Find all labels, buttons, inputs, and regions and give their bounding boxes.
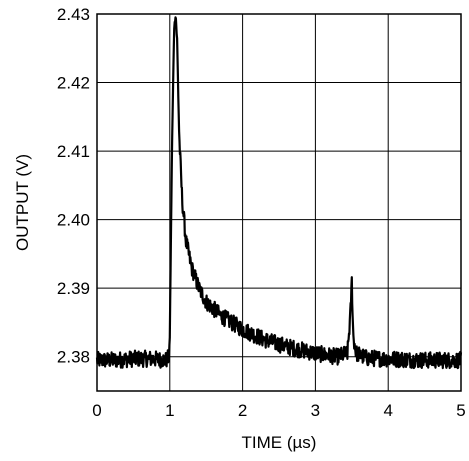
x-tick-label: 2 [238, 401, 247, 420]
output-trace-group [95, 16, 463, 370]
y-tick-label: 2.39 [57, 279, 90, 298]
y-tick-label: 2.41 [57, 142, 90, 161]
x-tick-label: 0 [92, 401, 101, 420]
x-tick-label: 4 [383, 401, 392, 420]
y-axis-title: OUTPUT (V) [13, 154, 32, 251]
x-tick-label: 5 [456, 401, 465, 420]
y-tick-label: 2.38 [57, 348, 90, 367]
plot-frame [96, 13, 462, 392]
y-tick-label: 2.43 [57, 5, 90, 24]
x-tick-label: 3 [311, 401, 320, 420]
x-axis-title: TIME (µs) [242, 433, 317, 452]
y-tick-label: 2.40 [57, 211, 90, 230]
y-tick-labels: 2.38 2.39 2.40 2.41 2.42 2.43 [57, 5, 90, 367]
output-trace [95, 16, 463, 370]
grid-lines [96, 13, 462, 391]
x-tick-labels: 0 1 2 3 4 5 [92, 401, 465, 420]
y-tick-label: 2.42 [57, 74, 90, 93]
x-tick-label: 1 [165, 401, 174, 420]
